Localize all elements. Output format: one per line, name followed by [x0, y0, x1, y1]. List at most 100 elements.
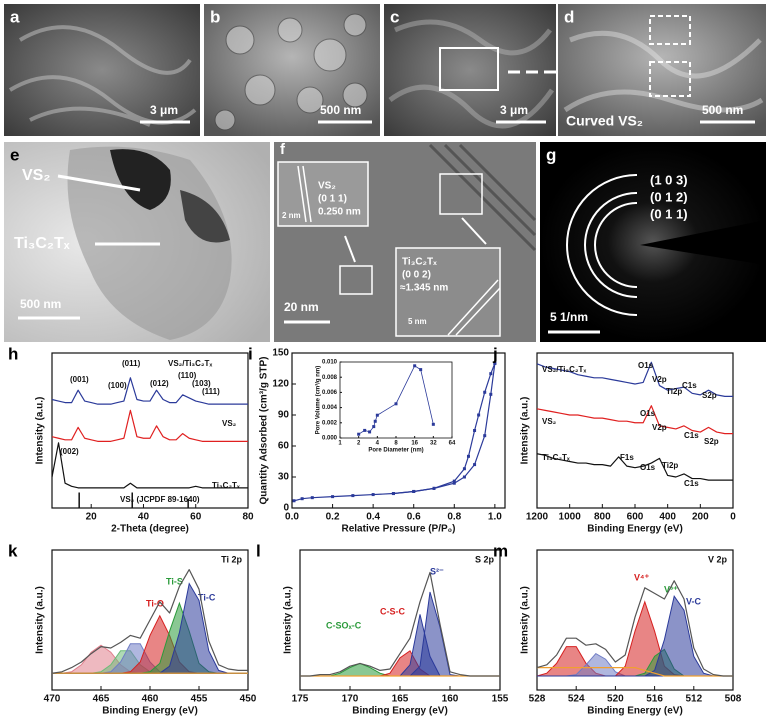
scale-text: 20 nm [284, 300, 319, 314]
series-line [537, 667, 733, 677]
plot-frame [51, 352, 249, 509]
fringe [455, 287, 501, 336]
panel-label: e [10, 145, 19, 164]
image-f: VS₂ (0 1 1) 0.250 nm 2 nm Ti₃C₂Tₓ (0 0 2… [274, 141, 537, 342]
ring [594, 202, 638, 288]
chart-title: V 2p [708, 554, 728, 564]
data-point [372, 425, 376, 429]
x-tick-label: 512 [685, 694, 702, 705]
x-tick-label: 1200 [526, 512, 549, 523]
y-axis-label: Quantity Adsorbed (cm³/g STP) [259, 357, 270, 505]
selection-box [439, 173, 483, 215]
annotation: C1s [684, 479, 699, 488]
ring-label: (0 1 2) [650, 189, 688, 204]
x-tick-label: 0.0 [285, 512, 299, 523]
data-point [431, 422, 435, 426]
fringe [447, 279, 499, 336]
annotation: S2p [704, 437, 719, 446]
panel-label: b [210, 7, 220, 26]
data-point [483, 434, 487, 438]
x-tick-label: 20 [86, 512, 98, 523]
peak-label: V⁴⁺ [634, 572, 649, 582]
panel-label: h [8, 344, 18, 363]
x-tick-label: 1000 [559, 512, 582, 523]
data-point [462, 475, 466, 479]
x-tick-label: 455 [191, 694, 208, 705]
ring [566, 174, 638, 316]
annotation: VS₂/Ti₃C₂Tₓ [168, 359, 212, 368]
selection-box [439, 47, 499, 91]
peak-label: V³⁺ [664, 584, 678, 594]
y-axis-label: Intensity (a.u.) [520, 397, 531, 465]
caption: Curved VS₂ [566, 113, 643, 129]
series-line [536, 453, 733, 481]
scale-text: 5 nm [408, 317, 427, 326]
annotation: VS₂ [22, 167, 50, 184]
ring-label: (0 1 1) [650, 206, 688, 221]
annotation: C1s [684, 431, 699, 440]
y-tick-label: 0.006 [322, 390, 338, 396]
image-a: a 3 μm [4, 4, 200, 136]
y-tick-label: 120 [272, 379, 289, 390]
x-tick-label: 1 [338, 441, 342, 447]
x-axis-label: Binding Energy (eV) [352, 706, 448, 717]
x-tick-label: 16 [411, 441, 418, 447]
data-point [413, 364, 417, 368]
annotation: Ti₃C₂Tₓ [14, 235, 70, 252]
flake [180, 190, 230, 243]
plot-frame [536, 352, 734, 509]
x-tick-label: 600 [627, 512, 644, 523]
y-axis-label: Pore Volume (cm³/g nm) [315, 366, 322, 435]
peak-label: Ti-S [166, 576, 183, 586]
selection-box [649, 15, 691, 45]
scale-text: 500 nm [320, 103, 361, 117]
data-point [371, 493, 375, 497]
x-tick-label: 0.8 [447, 512, 461, 523]
scale-text: 500 nm [702, 103, 743, 117]
texture [214, 13, 368, 131]
annotation: O1s [640, 409, 656, 418]
series-line [358, 365, 434, 435]
micrograph [558, 4, 766, 136]
data-point [373, 419, 377, 423]
data-point [363, 428, 367, 432]
chart-title: Ti 2p [221, 554, 242, 564]
data-point [462, 467, 466, 471]
x-axis-label: Binding Energy (eV) [587, 524, 683, 535]
peak-label: Ti-O [146, 598, 164, 608]
image-d: d Curved VS₂ 500 nm [558, 4, 766, 136]
x-axis-label: Relative Pressure (P/P₀) [341, 524, 455, 535]
y-tick-label: 0.010 [322, 360, 338, 366]
x-tick-label: 0 [730, 512, 736, 523]
data-point [477, 413, 481, 417]
y-tick-label: 0.004 [322, 405, 338, 411]
inset-text: Ti₃C₂Tₓ [402, 257, 437, 268]
image-b: b 500 nm [204, 4, 380, 136]
data-point [466, 454, 470, 458]
scale-text: 3 μm [500, 103, 528, 117]
y-tick-label: 60 [278, 441, 290, 452]
x-tick-label: 0.4 [366, 512, 380, 523]
annotation: (103) [192, 379, 211, 388]
x-tick-label: 450 [240, 694, 257, 705]
panel-label: c [390, 7, 399, 26]
annotation: F1s [620, 453, 634, 462]
x-tick-label: 528 [529, 694, 546, 705]
data-point [292, 499, 296, 503]
data-point [452, 481, 456, 485]
x-tick-label: 160 [442, 694, 459, 705]
series-line [51, 377, 248, 405]
selection-box [649, 61, 691, 97]
x-tick-label: 40 [138, 512, 150, 523]
micrograph [384, 4, 556, 136]
chart-title: S 2p [475, 554, 495, 564]
micrograph [4, 4, 200, 136]
x-tick-label: 508 [725, 694, 742, 705]
x-tick-label: 0.6 [407, 512, 421, 523]
data-point [432, 486, 436, 490]
data-point [483, 390, 487, 394]
y-axis-label: Intensity (a.u.) [520, 586, 531, 654]
texture [388, 19, 555, 129]
panel-label: g [546, 145, 556, 164]
